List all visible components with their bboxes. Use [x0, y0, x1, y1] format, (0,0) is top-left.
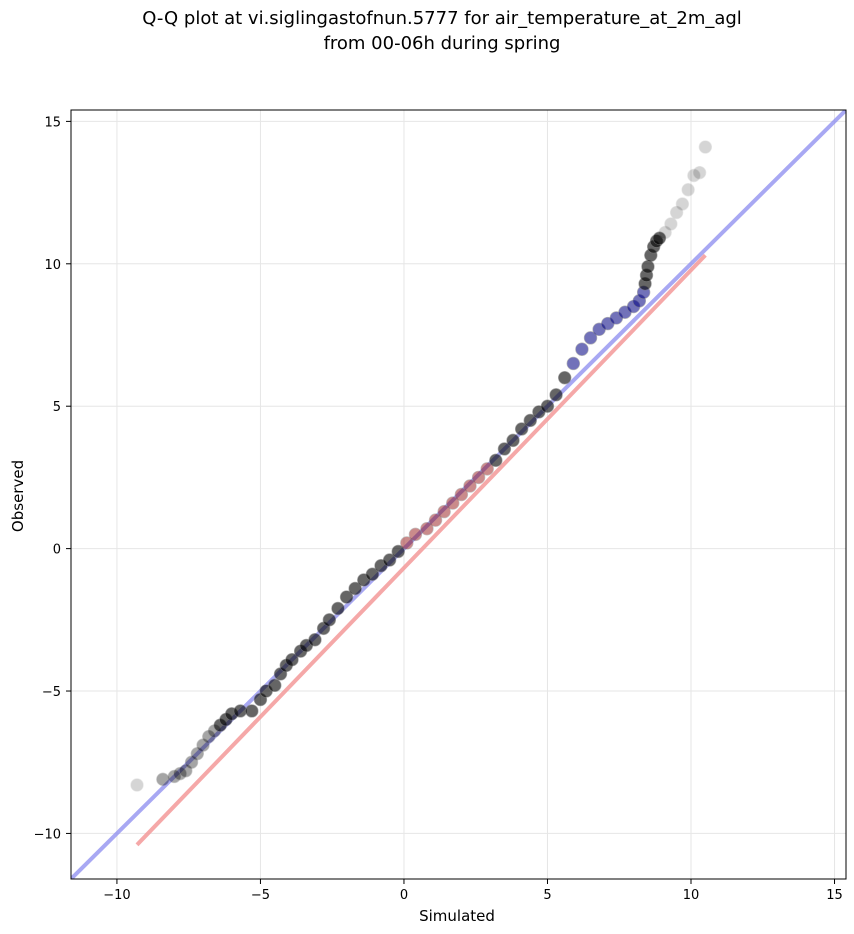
- data-point: [156, 772, 170, 787]
- data-point: [566, 356, 581, 371]
- data-point: [365, 567, 380, 581]
- plot-content: [71, 110, 846, 879]
- data-point: [400, 536, 414, 550]
- data-point: [692, 165, 707, 180]
- data-point: [268, 678, 282, 693]
- data-point: [506, 433, 520, 448]
- data-point: [540, 399, 555, 413]
- data-point: [664, 217, 678, 231]
- data-point: [382, 553, 397, 567]
- data-point: [339, 590, 354, 604]
- x-tick-label: 5: [543, 888, 551, 903]
- data-point: [190, 746, 204, 761]
- data-point: [420, 521, 434, 536]
- data-point: [446, 496, 460, 510]
- data-point: [184, 755, 199, 769]
- data-point: [523, 413, 537, 428]
- x-tick-label: 0: [400, 888, 408, 903]
- chart-title: Q-Q plot at vi.siglingastofnun.5777 for …: [142, 8, 742, 29]
- data-point: [454, 487, 469, 502]
- plot-frame: [70, 109, 847, 880]
- data-point: [641, 259, 655, 274]
- y-tick-label: 0: [53, 543, 61, 558]
- data-point: [698, 140, 713, 154]
- data-point: [575, 342, 589, 356]
- data-point: [179, 764, 193, 778]
- data-point: [348, 581, 362, 596]
- data-point: [202, 729, 216, 744]
- y-axis-label: Observed: [9, 460, 27, 532]
- y-tick-label: −10: [34, 827, 61, 842]
- x-axis-label: Simulated: [419, 907, 495, 925]
- fit-line: [135, 253, 707, 847]
- data-point: [514, 422, 529, 436]
- data-point: [681, 183, 695, 197]
- data-point: [489, 453, 503, 468]
- data-point: [130, 778, 144, 792]
- data-point: [558, 371, 572, 385]
- data-point: [549, 388, 563, 402]
- x-tick-label: 10: [683, 888, 700, 903]
- x-tick-label: −5: [251, 888, 270, 903]
- data-point: [391, 544, 405, 559]
- data-point: [167, 769, 182, 784]
- data-point: [173, 766, 187, 781]
- data-point: [245, 704, 259, 718]
- y-tick-label: 10: [44, 258, 61, 273]
- y-tick-label: 15: [44, 115, 61, 130]
- data-point: [669, 205, 684, 220]
- data-point: [497, 442, 512, 456]
- y-tick-label: −5: [42, 685, 61, 700]
- x-tick-label: 15: [826, 888, 843, 903]
- data-point: [408, 527, 423, 542]
- data-point: [322, 613, 337, 627]
- data-point: [308, 633, 322, 647]
- x-tick-label: −10: [103, 888, 130, 903]
- data-point: [233, 704, 248, 718]
- data-point: [687, 168, 701, 183]
- data-point: [463, 479, 477, 493]
- plot-area: −10 −5 0 5 10 15 −10 −5 0 5 10 15: [34, 109, 847, 903]
- data-point: [480, 462, 494, 476]
- data-point: [428, 513, 443, 527]
- data-point: [675, 197, 690, 211]
- reference-line: [71, 110, 846, 879]
- data-point: [437, 504, 451, 519]
- data-point: [331, 601, 345, 616]
- y-tick-label: 5: [53, 400, 61, 415]
- data-point: [471, 470, 486, 485]
- data-point: [196, 738, 210, 752]
- data-point: [583, 331, 598, 345]
- chart-subtitle: from 00-06h during spring: [324, 33, 561, 54]
- data-point: [285, 652, 299, 667]
- data-point: [652, 231, 667, 245]
- data-point: [658, 225, 672, 240]
